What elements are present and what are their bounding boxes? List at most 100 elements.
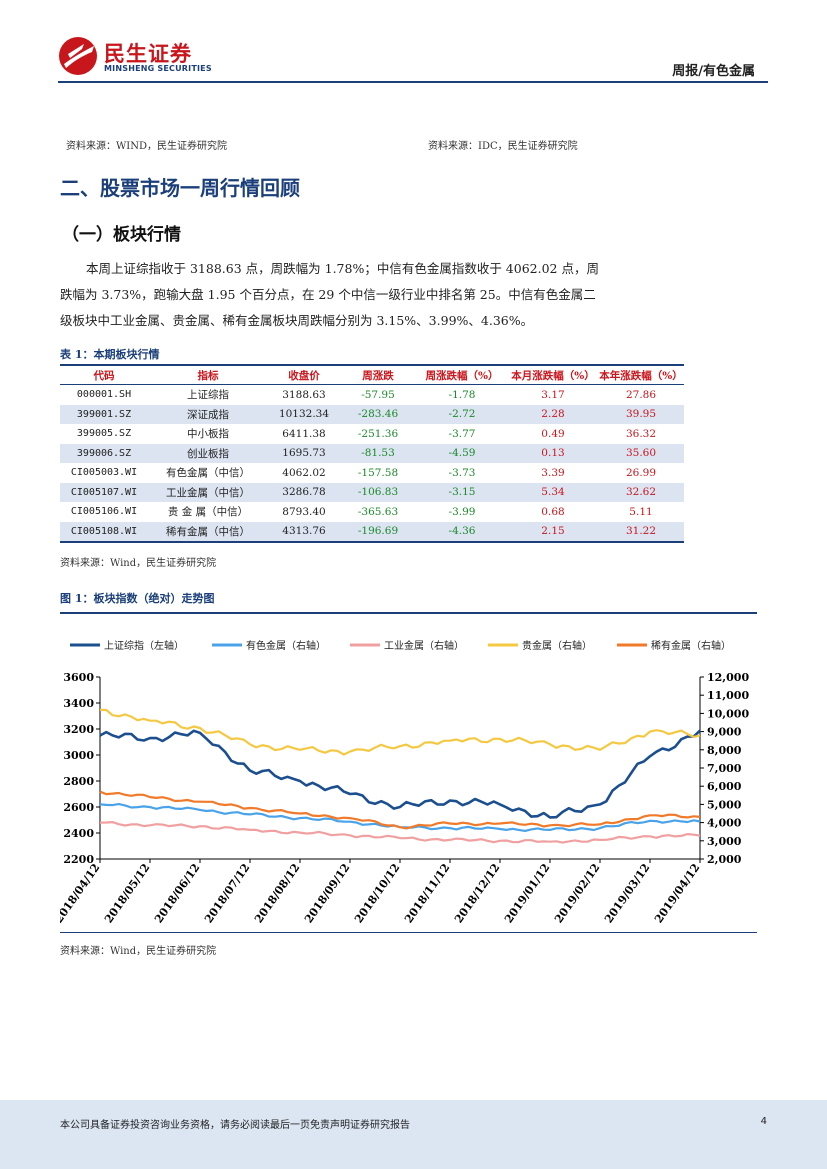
x-tick-label: 2018/07/12 bbox=[202, 861, 252, 925]
left-tick-label: 3200 bbox=[63, 723, 94, 736]
figure-caption: 图 1：板块指数（绝对）走势图 bbox=[60, 592, 215, 605]
x-tick-label: 2019/02/12 bbox=[552, 861, 602, 925]
left-tick-label: 2400 bbox=[63, 827, 94, 840]
left-tick-label: 2600 bbox=[63, 801, 94, 814]
cell-week-pct: -3.15 bbox=[416, 482, 508, 502]
cell-code: 000001.SH bbox=[76, 389, 132, 401]
section-title: 二、股票市场一周行情回顾 bbox=[60, 176, 300, 200]
cell-close: 1695.73 bbox=[268, 443, 340, 463]
col-header-year-pct: 本年涨跌幅（%） bbox=[598, 364, 684, 385]
table-row: CI005108.WI 稀有金属（中信） 4313.76 -196.69 -4.36 2.… bbox=[60, 521, 684, 543]
cell-close: 4062.02 bbox=[282, 466, 326, 479]
cell-month-pct: 0.13 bbox=[508, 443, 598, 463]
cell-month-pct: 2.28 bbox=[508, 404, 598, 424]
cell-week-pct: -3.77 bbox=[448, 427, 476, 440]
right-tick-label: 7,000 bbox=[707, 762, 742, 775]
left-tick-label: 2800 bbox=[63, 775, 94, 788]
cell-code: 399001.SZ bbox=[60, 404, 148, 424]
source-note-right: 资料来源：IDC，民生证券研究院 bbox=[428, 141, 578, 152]
cell-close: 10132.34 bbox=[268, 404, 340, 424]
cell-year-pct: 36.32 bbox=[625, 427, 657, 440]
figure-top-rule bbox=[60, 612, 757, 614]
cell-week-pct: -4.59 bbox=[416, 443, 508, 463]
minsheng-logo-icon bbox=[59, 37, 97, 75]
cell-week-change: -81.53 bbox=[340, 443, 416, 463]
cell-week-change: -283.46 bbox=[340, 404, 416, 424]
right-tick-label: 6,000 bbox=[707, 780, 742, 793]
cell-week-pct: -3.73 bbox=[448, 466, 476, 479]
paragraph-line-2: 跌幅为 3.73%，跑输大盘 1.95 个百分点，在 29 个中信一级行业中排名… bbox=[60, 287, 596, 302]
table-source: 资料来源：Wind，民生证券研究院 bbox=[60, 558, 217, 569]
cell-month-pct: 3.17 bbox=[541, 388, 565, 401]
cell-close: 6411.38 bbox=[282, 427, 326, 440]
cell-year-pct: 31.22 bbox=[598, 521, 684, 543]
legend-label: 上证综指（左轴） bbox=[104, 639, 184, 652]
cell-month-pct: 3.39 bbox=[541, 466, 565, 479]
right-tick-label: 9,000 bbox=[707, 726, 742, 739]
legend-label: 贵金属（右轴） bbox=[522, 639, 592, 652]
logo-english-name: MINSHENG SECURITIES bbox=[104, 64, 212, 73]
x-tick-label: 2018/05/12 bbox=[102, 861, 152, 925]
cell-code: CI005106.WI bbox=[70, 506, 138, 518]
paragraph-line-3: 级板块中工业金属、贵金属、稀有金属板块周跌幅分别为 3.15%、3.99%、4.… bbox=[60, 313, 534, 328]
x-tick-label: 2018/11/12 bbox=[402, 861, 452, 925]
legend-label: 稀有金属（右轴） bbox=[651, 639, 731, 652]
cell-index: 中小板指 bbox=[187, 428, 229, 441]
col-header-week-change: 周涨跌 bbox=[340, 364, 416, 385]
cell-year-pct: 5.11 bbox=[629, 505, 653, 518]
cell-close: 3286.78 bbox=[268, 482, 340, 502]
cell-week-change: -106.83 bbox=[340, 482, 416, 502]
cell-month-pct: 0.49 bbox=[541, 427, 565, 440]
col-header-week-pct: 周涨跌幅（%） bbox=[416, 364, 508, 385]
series-line bbox=[99, 790, 701, 830]
cell-code: 399005.SZ bbox=[76, 428, 132, 440]
x-tick-label: 2018/08/12 bbox=[252, 861, 302, 925]
cell-week-change: -157.58 bbox=[357, 466, 399, 479]
cell-close: 8793.40 bbox=[282, 505, 326, 518]
legend-label: 有色金属（右轴） bbox=[246, 639, 326, 652]
cell-index: 深证成指 bbox=[148, 404, 268, 424]
cell-week-pct: -2.72 bbox=[416, 404, 508, 424]
cell-year-pct: 27.86 bbox=[625, 388, 657, 401]
left-tick-label: 3000 bbox=[63, 749, 94, 762]
left-tick-label: 2200 bbox=[63, 853, 94, 866]
figure-bottom-rule bbox=[60, 932, 757, 933]
table-row: CI005106.WI 贵 金 属（中信） 8793.40 -365.63 -3.99 0… bbox=[60, 502, 684, 522]
x-tick-label: 2018/10/12 bbox=[352, 861, 402, 925]
right-tick-label: 5,000 bbox=[707, 798, 742, 811]
x-tick-label: 2018/06/12 bbox=[152, 861, 202, 925]
sector-index-line-chart: 上证综指（左轴） 有色金属（右轴） 工业金属（右轴） 贵金属（右轴） 稀有金属（右轴） 2… bbox=[60, 639, 749, 925]
header-divider bbox=[58, 81, 768, 83]
footer-band bbox=[0, 1100, 827, 1169]
col-header-close: 收盘价 bbox=[268, 364, 340, 385]
subsection-title: （一）板块行情 bbox=[62, 225, 181, 245]
left-tick-label: 3600 bbox=[63, 671, 94, 684]
cell-week-change: -57.95 bbox=[361, 388, 395, 401]
left-tick-label: 3400 bbox=[63, 697, 94, 710]
series-line bbox=[99, 729, 701, 819]
cell-code: CI005003.WI bbox=[70, 467, 138, 479]
cell-index: 工业金属（中信） bbox=[148, 482, 268, 502]
footer-disclaimer: 本公司具备证券投资咨询业务资格，请务必阅读最后一页免责声明证券研究报告 bbox=[60, 1120, 410, 1131]
cell-year-pct: 26.99 bbox=[625, 466, 657, 479]
table-row: CI005107.WI 工业金属（中信） 3286.78 -106.83 -3.15 5.… bbox=[60, 482, 684, 502]
cell-month-pct: 0.68 bbox=[541, 505, 565, 518]
cell-index: 上证综指 bbox=[187, 389, 229, 402]
cell-index: 有色金属（中信） bbox=[166, 467, 250, 480]
cell-close: 4313.76 bbox=[268, 521, 340, 543]
right-tick-label: 8,000 bbox=[707, 744, 742, 757]
x-tick-label: 2019/01/12 bbox=[502, 861, 552, 925]
right-tick-label: 4,000 bbox=[707, 817, 742, 830]
cell-week-change: -196.69 bbox=[340, 521, 416, 543]
cell-week-pct: -1.78 bbox=[448, 388, 476, 401]
cell-week-change: -251.36 bbox=[357, 427, 399, 440]
company-logo: 民生证券 MINSHENG SECURITIES bbox=[58, 36, 218, 80]
table-row: 399006.SZ 创业板指 1695.73 -81.53 -4.59 0.13 35.60 bbox=[60, 443, 684, 463]
paragraph-line-1: 本周上证综指收于 3188.63 点，周跌幅为 1.78%；中信有色金属指数收于… bbox=[86, 261, 599, 276]
table-caption: 表 1：本期板块行情 bbox=[60, 348, 160, 361]
right-tick-label: 11,000 bbox=[707, 689, 749, 702]
cell-week-pct: -4.36 bbox=[416, 521, 508, 543]
series-line bbox=[99, 821, 701, 844]
cell-code: CI005107.WI bbox=[60, 482, 148, 502]
cell-week-change: -365.63 bbox=[357, 505, 399, 518]
